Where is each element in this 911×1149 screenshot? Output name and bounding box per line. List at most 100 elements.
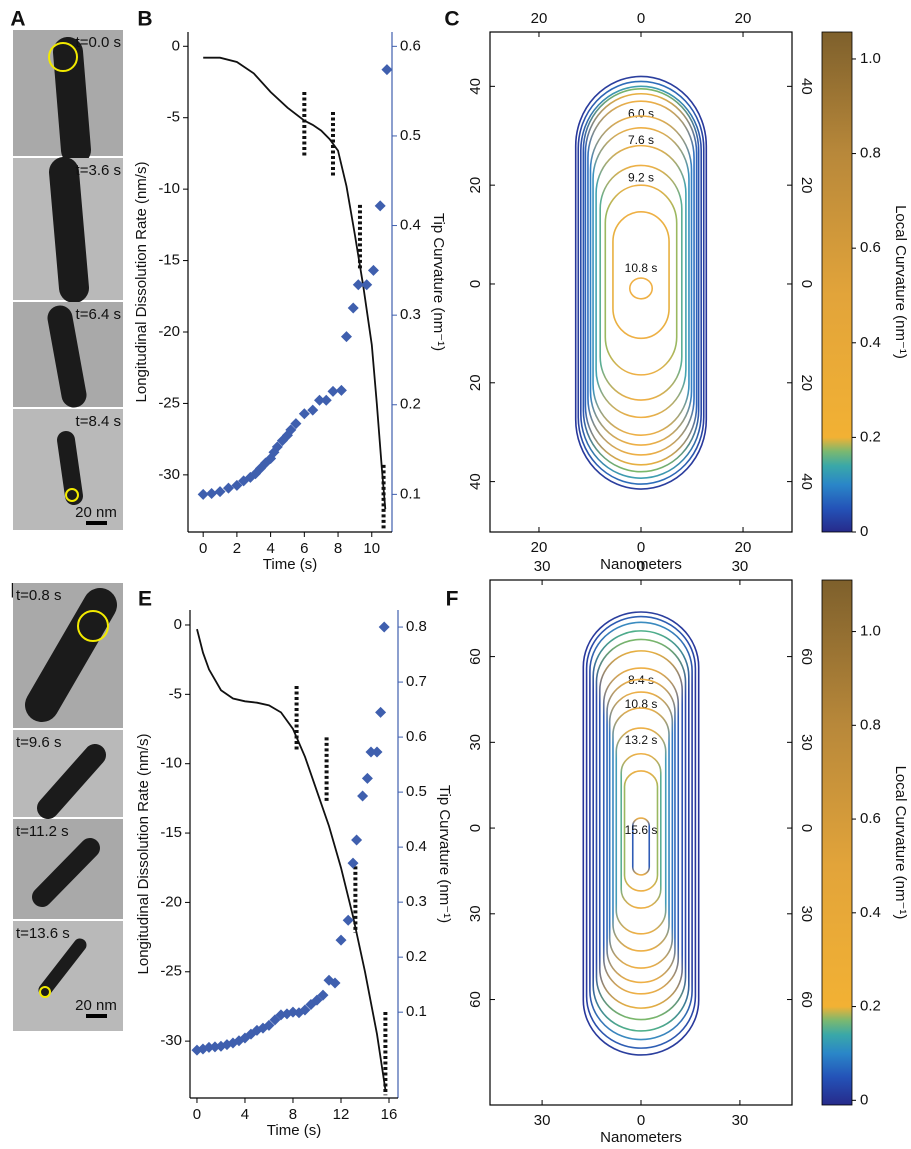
contour-label: 7.6 s (628, 133, 654, 147)
contour (615, 727, 667, 935)
y-tick-label: 0 (467, 824, 484, 832)
contour (582, 611, 700, 1056)
y-tick-label-right: 60 (798, 991, 815, 1008)
y-tick-label: 60 (467, 648, 484, 665)
curvature-point (357, 790, 369, 802)
x-tick-label: 0 (193, 1106, 201, 1123)
curvature-point (335, 384, 347, 396)
y-tick-label: 30 (467, 734, 484, 751)
curvature-point (351, 834, 363, 846)
panel-label: C (444, 8, 459, 31)
x-tick-label-top: 20 (735, 10, 752, 27)
y-tick-label: 60 (467, 991, 484, 1008)
nanorod (25, 588, 117, 722)
tip-highlight (65, 488, 79, 502)
contour-label: 10.8 s (625, 697, 658, 711)
contour (595, 638, 687, 1021)
curvature-point (352, 279, 364, 291)
contour-label: 10.8 s (625, 261, 658, 275)
curvature-point (231, 479, 243, 491)
contour-label: 13.2 s (625, 733, 658, 747)
frame-time: t=0.8 s (16, 587, 61, 604)
contour (602, 667, 680, 995)
y-tick-label: -25 (158, 394, 180, 411)
contour (608, 691, 674, 969)
panel-label: A (10, 8, 25, 31)
frame-time: t=13.6 s (16, 925, 70, 942)
curvature-point (365, 746, 377, 758)
y-tick-label-right: 20 (798, 177, 815, 194)
curvature-point (298, 408, 310, 420)
y-tick-label: 0 (467, 280, 484, 288)
nanorod (38, 938, 87, 997)
y-tick-label: -25 (160, 963, 182, 980)
x-tick-label-top: 0 (637, 558, 645, 575)
colorbar-tick-label: 0.8 (860, 716, 881, 733)
contour (592, 630, 690, 1032)
y2-tick-label: 0.2 (406, 948, 427, 965)
contour (598, 650, 684, 1009)
contour (580, 85, 702, 479)
x-axis-label: Nanometers (600, 1129, 682, 1146)
colorbar-tick-label: 0.4 (860, 904, 881, 921)
curvature-point (317, 989, 329, 1001)
x-tick-label-top: 30 (732, 558, 749, 575)
x-tick-label: 10 (363, 540, 380, 557)
contour (606, 678, 676, 984)
contour (589, 115, 693, 446)
scale-bar-label: 20 nm (75, 997, 117, 1014)
x-tick-label: 2 (233, 540, 241, 557)
colorbar (821, 579, 853, 1106)
y-tick-label: 20 (467, 374, 484, 391)
colorbar-tick-label: 0.6 (860, 239, 881, 256)
tip-highlight (39, 986, 51, 998)
curvature-point (340, 331, 352, 343)
y-tick-label: -20 (160, 893, 182, 910)
contour (584, 92, 698, 466)
x-tick-label: 16 (381, 1106, 398, 1123)
y-tick-label-right: 30 (798, 905, 815, 922)
contour (628, 277, 654, 300)
curvature-point (378, 621, 390, 633)
tip-highlight (77, 610, 109, 642)
contour (604, 184, 678, 376)
y-tick-label: -15 (158, 252, 180, 269)
contour (574, 75, 708, 490)
y-tick-label-right: 30 (798, 734, 815, 751)
y-tick-label: 20 (467, 177, 484, 194)
curvature-point (335, 934, 347, 946)
y-tick-label: -30 (160, 1032, 182, 1049)
curvature-point (285, 424, 297, 436)
y2-tick-label: 0.7 (406, 673, 427, 690)
contour-label: 15.6 s (625, 823, 658, 837)
curvature-point (290, 418, 302, 430)
frame-time: t=3.6 s (76, 162, 121, 179)
frame-time: t=9.6 s (16, 734, 61, 751)
curvature-point (361, 772, 373, 784)
colorbar-tick-label: 1.0 (860, 50, 881, 67)
y-tick-label: -10 (160, 755, 182, 772)
curvature-point (327, 385, 339, 397)
y2-tick-label: 0.5 (400, 127, 421, 144)
contour (592, 127, 690, 436)
curvature-point (367, 264, 379, 276)
y-tick-label: -5 (167, 109, 180, 126)
curvature-point (263, 1019, 275, 1031)
colorbar-tick-label: 0.4 (860, 334, 881, 351)
y-tick-label: 40 (467, 473, 484, 490)
y2-tick-label: 0.4 (406, 838, 427, 855)
curvature-point (374, 200, 386, 212)
x-axis-label: Nanometers (600, 556, 682, 573)
colorbar-tick-label: 0.2 (860, 428, 881, 445)
x-tick-label: 30 (732, 1112, 749, 1129)
panel-label: F (446, 588, 459, 611)
colorbar (821, 31, 853, 533)
contour-label: 6.0 s (628, 106, 654, 120)
y2-axis-label: Tip Curvature (nm⁻¹) (436, 785, 453, 923)
x-axis-label: Time (s) (267, 1122, 321, 1139)
y-axis-label: Longitudinal Dissolution Rate (nm/s) (133, 162, 150, 403)
y2-tick-label: 0.8 (406, 618, 427, 635)
contour (582, 88, 700, 473)
curvature-point (206, 487, 218, 499)
contour (589, 621, 693, 1041)
